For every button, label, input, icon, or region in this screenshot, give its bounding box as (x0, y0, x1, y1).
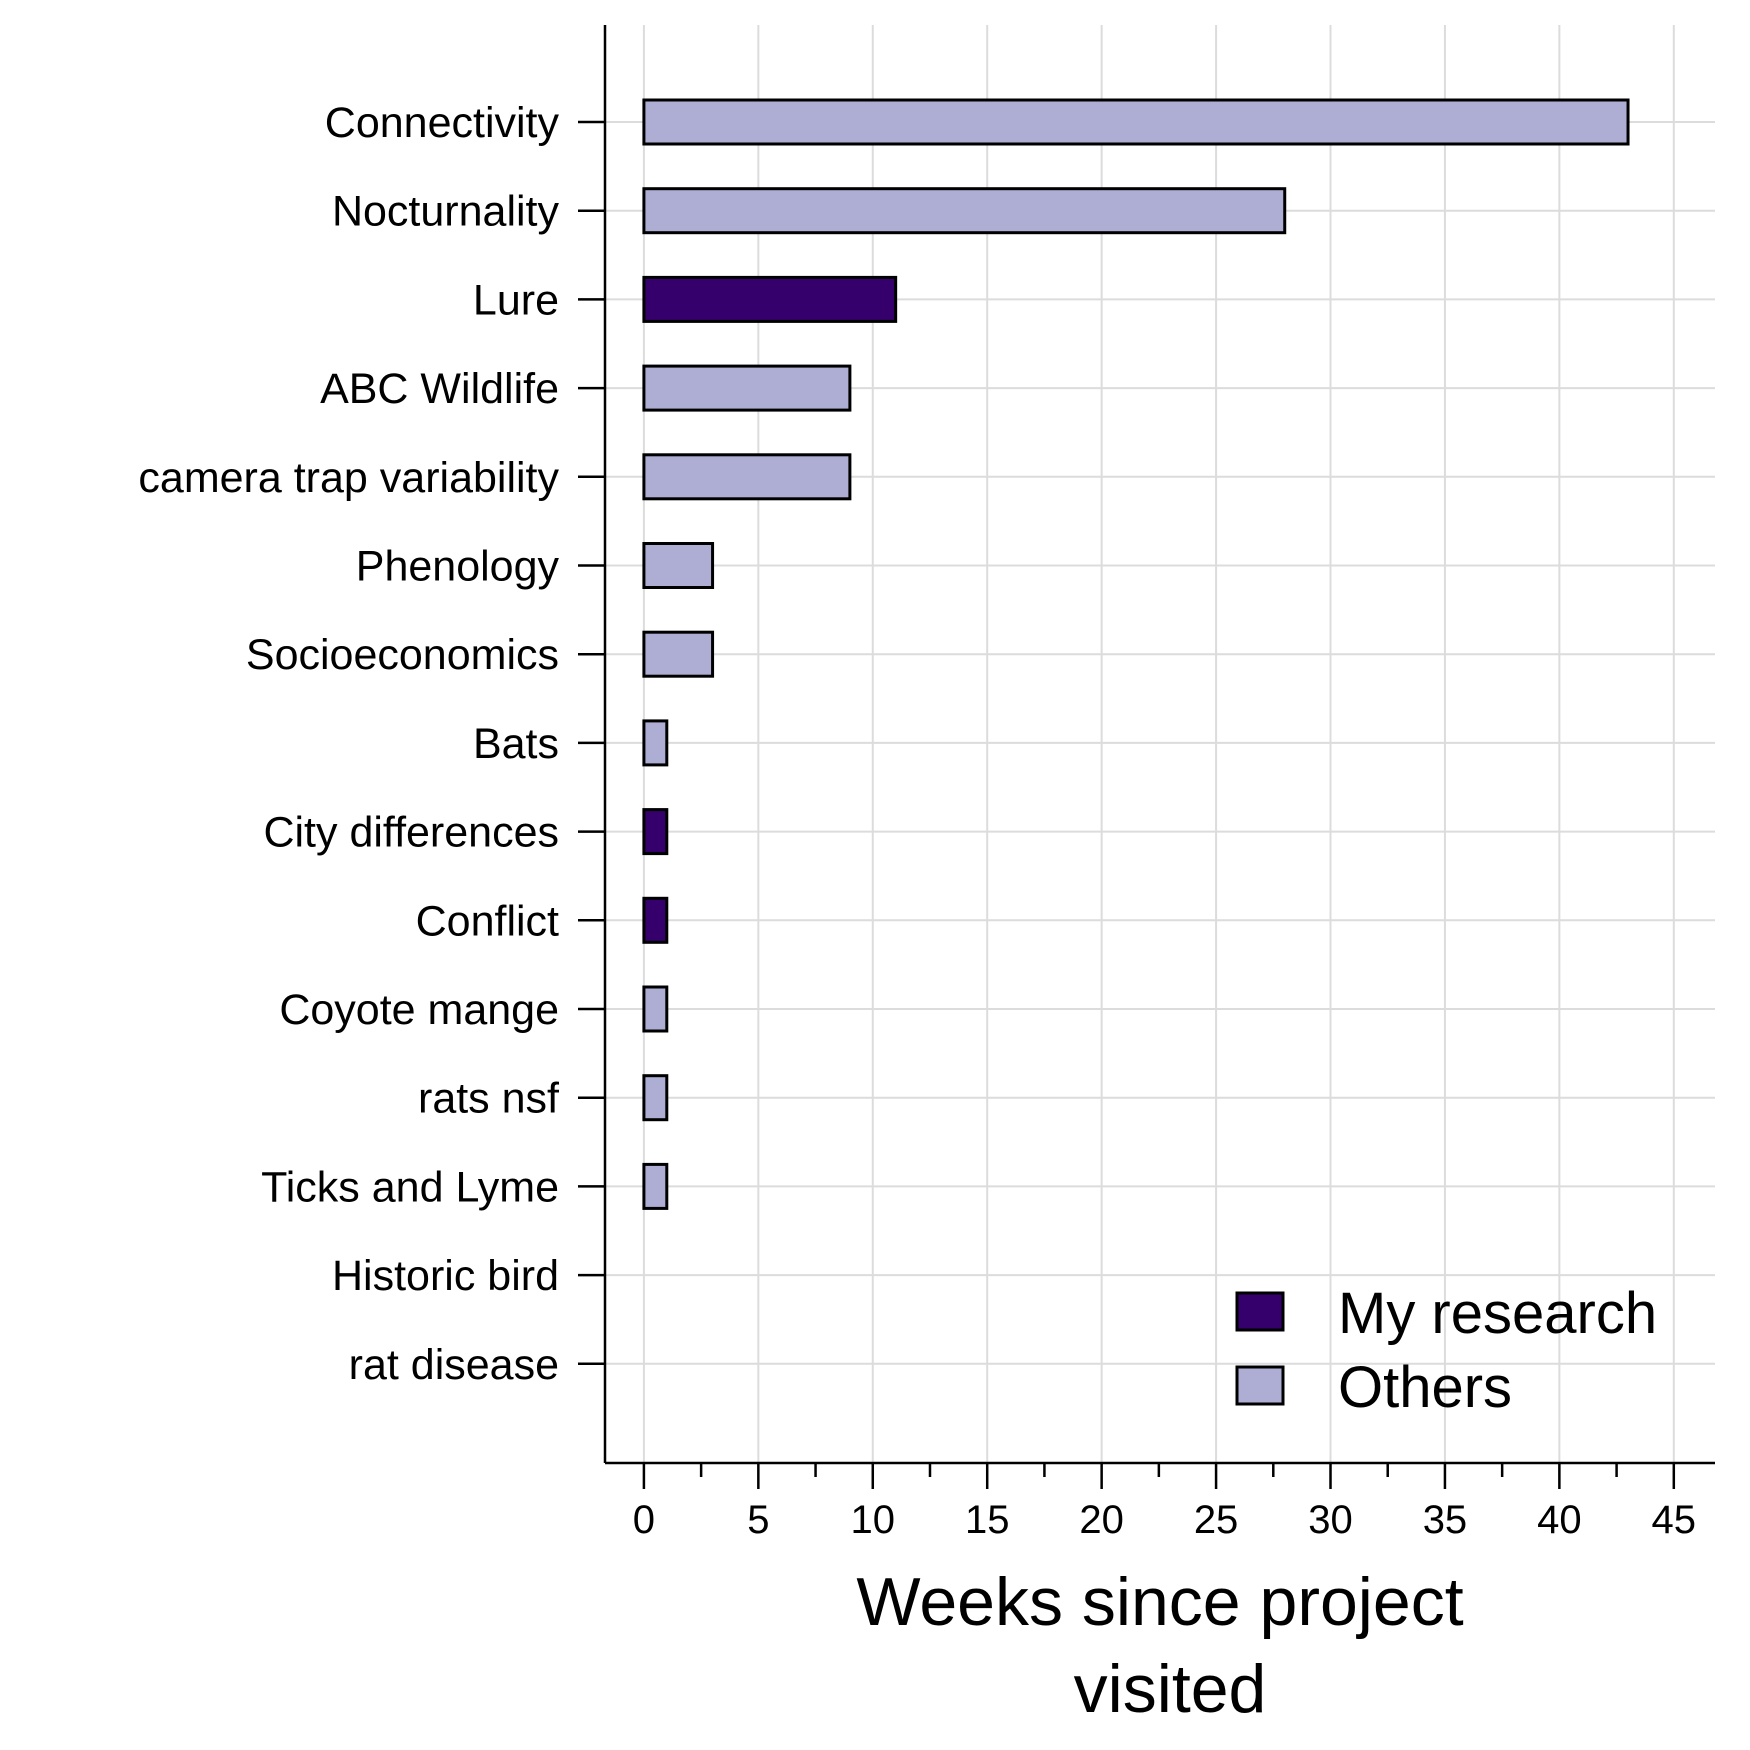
y-tick-label: rats nsf (418, 1075, 560, 1123)
y-tick-label: Socioeconomics (246, 631, 559, 679)
y-tick-label: Coyote mange (279, 986, 559, 1034)
y-tick-label: Bats (473, 720, 559, 768)
x-tick-label: 0 (633, 1498, 655, 1542)
x-tick-label: 20 (1079, 1498, 1124, 1542)
bar (642, 896, 669, 944)
bar (642, 808, 669, 856)
bar (642, 98, 1630, 146)
y-tick-label: Nocturnality (332, 188, 560, 236)
legend-swatch-others (1235, 1365, 1285, 1406)
legend-label-my-research: My research (1338, 1281, 1657, 1346)
x-axis-title-line-1: Weeks since project (856, 1564, 1463, 1640)
y-tick-label: Ticks and Lyme (261, 1163, 559, 1211)
bar (642, 542, 715, 589)
grid (605, 25, 1715, 1463)
y-tick-label: ABC Wildlife (320, 365, 559, 413)
x-tick-label: 15 (965, 1498, 1010, 1542)
bar (642, 1162, 669, 1210)
y-tick-label: rat disease (349, 1341, 559, 1389)
y-tick-label: City differences (263, 809, 559, 857)
bars (642, 98, 1630, 1210)
bar (642, 719, 669, 767)
bar (642, 453, 852, 501)
legend-label-others: Others (1338, 1355, 1512, 1420)
y-tick-label: Connectivity (325, 99, 560, 147)
bar (642, 630, 715, 678)
bar (642, 1074, 669, 1122)
bar (642, 187, 1287, 235)
x-tick-label: 45 (1652, 1498, 1697, 1542)
bar (642, 275, 898, 323)
y-tick-label: Historic bird (332, 1252, 559, 1300)
bar (642, 364, 852, 412)
axes (578, 25, 1715, 1489)
y-tick-label: Phenology (356, 543, 560, 591)
x-tick-label: 25 (1194, 1498, 1239, 1542)
x-tick-label: 10 (851, 1498, 896, 1542)
y-tick-label: Conflict (416, 897, 559, 945)
x-tick-label: 35 (1423, 1498, 1468, 1542)
x-tick-label: 30 (1308, 1498, 1353, 1542)
x-tick-label: 5 (747, 1498, 769, 1542)
labels: 0 5 10 15 20 25 30 35 40 45 Connectivity Nocturnali… (138, 99, 1696, 1542)
y-tick-label: camera trap variability (138, 454, 559, 502)
y-tick-label: Lure (473, 276, 559, 324)
legend: My research Others (1235, 1281, 1657, 1420)
x-axis-title: Weeks since project visited (856, 1564, 1463, 1727)
x-axis-title-line-2: visited (1074, 1651, 1267, 1727)
bar (642, 985, 669, 1033)
legend-swatch-my-research (1235, 1291, 1285, 1332)
x-tick-label: 40 (1537, 1498, 1582, 1542)
